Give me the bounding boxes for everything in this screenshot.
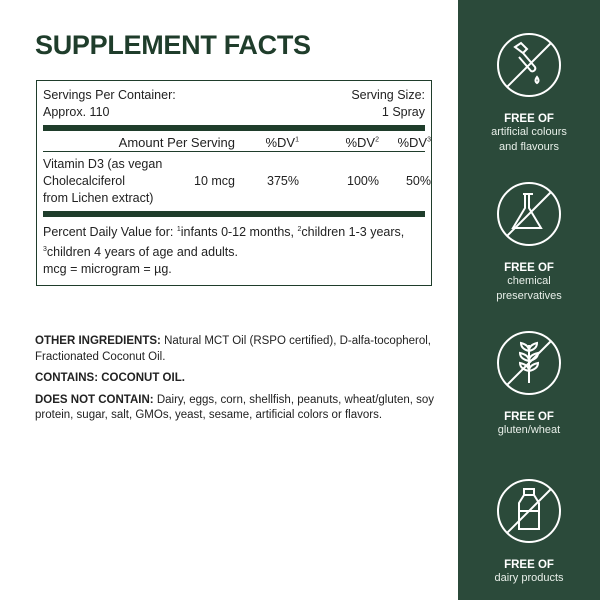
header-dv1: %DV1 — [265, 135, 299, 150]
divider — [43, 211, 425, 217]
table-row: Vitamin D3 (as vegan Cholecalciferol from … — [43, 156, 431, 207]
serving-size-label: Serving Size: — [351, 88, 425, 102]
feature-artificial-colours: FREE OF artificial colours and flavours — [458, 31, 600, 155]
does-not-contain: DOES NOT CONTAIN: Dairy, eggs, corn, she… — [35, 393, 435, 422]
unit-note: mcg = microgram = µg. — [43, 262, 172, 277]
wheat-icon — [497, 331, 561, 395]
servings-value: Approx. 110 — [43, 105, 110, 119]
divider — [43, 125, 425, 131]
milk-bottle-icon — [497, 479, 561, 543]
ingredients-section: OTHER INGREDIENTS: Natural MCT Oil (RSPO… — [35, 334, 445, 430]
other-ingredients: OTHER INGREDIENTS: Natural MCT Oil (RSPO… — [35, 335, 431, 363]
flask-icon — [497, 182, 561, 246]
feature-dairy: FREE OF dairy products — [458, 477, 600, 586]
features-sidebar: FREE OF artificial colours and flavours F… — [458, 0, 600, 600]
header-dv3: %DV3 — [397, 135, 431, 150]
serving-size-value: 1 Spray — [381, 105, 425, 119]
page-title: SUPPLEMENT FACTS — [35, 30, 311, 60]
contains: CONTAINS: COCONUT OIL. — [35, 372, 185, 384]
feature-chemical-preservatives: FREE OF chemical preservatives — [458, 180, 600, 304]
dropper-icon — [497, 33, 561, 97]
footnote: Percent Daily Value for: 1infants 0-12 m… — [43, 225, 405, 277]
header-dv2: %DV2 — [345, 135, 379, 150]
dv1: 375% — [267, 174, 299, 188]
feature-gluten-wheat: FREE OF gluten/wheat — [458, 329, 600, 438]
amount: 10 mcg — [194, 174, 235, 188]
dv2: 100% — [347, 174, 379, 188]
divider — [43, 151, 425, 152]
header-amount: Amount Per Serving — [118, 135, 235, 150]
dv3: 50% — [405, 174, 431, 188]
nutrient-name: Vitamin D3 (as vegan Cholecalciferol from … — [43, 157, 163, 205]
supplement-facts-table: Servings Per Container: Serving Size: App… — [36, 80, 432, 286]
servings-label: Servings Per Container: — [43, 88, 176, 102]
